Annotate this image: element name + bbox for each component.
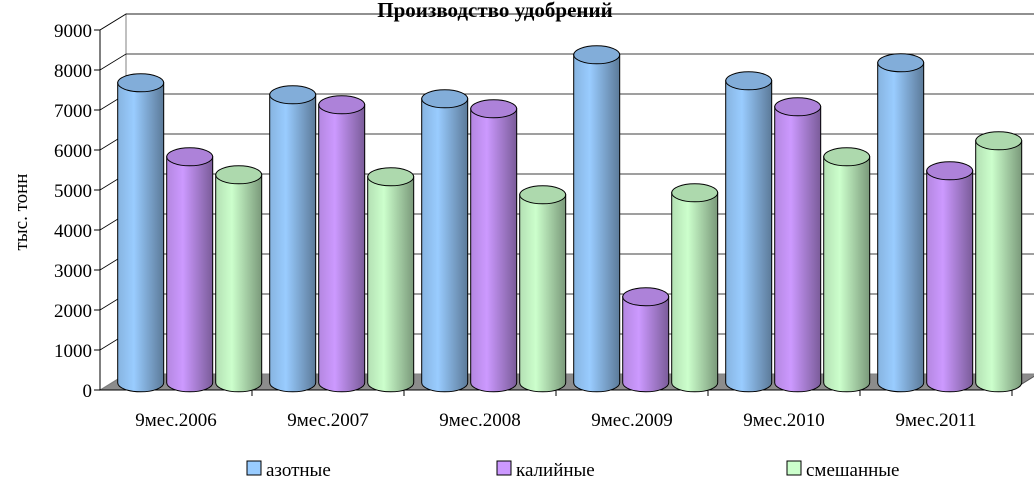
y-tick-label: 6000 xyxy=(54,141,92,162)
bar xyxy=(573,45,621,393)
y-tick-label: 0 xyxy=(83,381,93,402)
bar xyxy=(470,99,518,393)
bar-body xyxy=(215,174,263,393)
legend-item: азотные xyxy=(246,460,331,481)
bar xyxy=(926,161,974,393)
bar xyxy=(117,73,165,393)
x-tick-label: 9мес.2011 xyxy=(896,410,977,431)
x-tick-label: 9мес.2008 xyxy=(439,410,521,431)
y-tick-label: 7000 xyxy=(54,101,92,122)
bar-top xyxy=(269,85,317,105)
bar xyxy=(367,167,415,393)
bar xyxy=(725,71,773,393)
y-axis-label: тыс. тонн xyxy=(11,174,32,251)
bar-body xyxy=(519,194,567,393)
bars xyxy=(117,45,1023,393)
bar xyxy=(823,147,871,393)
bar-body xyxy=(166,156,214,393)
bar-top xyxy=(367,167,415,187)
y-tick-label: 9000 xyxy=(54,21,92,42)
gridline xyxy=(99,53,1034,71)
bar-top xyxy=(877,53,925,73)
bar-top xyxy=(215,165,263,185)
y-tick-label: 8000 xyxy=(54,61,92,82)
x-tick-label: 9мес.2007 xyxy=(287,410,369,431)
labels: 0 1000 2000 3000 4000 5000 6000 7000 8000 9000 9ме… xyxy=(54,21,976,431)
bar xyxy=(774,97,822,393)
bar xyxy=(421,89,469,393)
bar-body xyxy=(774,106,822,393)
bar-top xyxy=(823,147,871,167)
bar-body xyxy=(622,296,670,393)
x-tick-label: 9мес.2006 xyxy=(135,410,217,431)
bar xyxy=(622,287,670,393)
y-tick-label: 3000 xyxy=(54,261,92,282)
bar-top xyxy=(671,183,719,203)
bar xyxy=(269,85,317,393)
bar-top xyxy=(117,73,165,93)
gridline xyxy=(99,13,1034,31)
bar-top xyxy=(470,99,518,119)
bar-top xyxy=(573,45,621,65)
y-tick-label: 5000 xyxy=(54,181,92,202)
bar xyxy=(975,131,1023,393)
legend-label: смешанные xyxy=(806,460,900,481)
bar-body xyxy=(573,54,621,393)
x-tick-label: 9мес.2009 xyxy=(591,410,673,431)
bar xyxy=(166,147,214,393)
bar-top xyxy=(421,89,469,109)
bar-body xyxy=(269,94,317,393)
bar-body xyxy=(725,80,773,393)
legend-item: смешанные xyxy=(786,460,900,481)
bar xyxy=(877,53,925,393)
bar-top xyxy=(519,185,567,205)
legend-label: калийные xyxy=(516,460,595,481)
bar-body xyxy=(367,176,415,393)
bar-top xyxy=(725,71,773,91)
legend-swatch xyxy=(496,460,512,476)
bar-top xyxy=(774,97,822,117)
x-tick-label: 9мес.2010 xyxy=(743,410,825,431)
bar-body xyxy=(671,192,719,393)
legend-swatch xyxy=(786,460,802,476)
legend-item: калийные xyxy=(496,460,595,481)
bar-top xyxy=(926,161,974,181)
bar-body xyxy=(318,104,366,393)
bar-top xyxy=(166,147,214,167)
legend-swatch xyxy=(246,460,262,476)
bar xyxy=(671,183,719,393)
y-tick-label: 1000 xyxy=(54,341,92,362)
y-tick-label: 2000 xyxy=(54,301,92,322)
bar-body xyxy=(975,140,1023,393)
bar-body xyxy=(421,98,469,393)
bar xyxy=(519,185,567,393)
bar-body xyxy=(823,156,871,393)
bar xyxy=(215,165,263,393)
legend: азотные калийные смешанные xyxy=(246,460,900,481)
bar xyxy=(318,95,366,393)
bar-body xyxy=(117,82,165,393)
bar-top xyxy=(318,95,366,115)
bar-top xyxy=(622,287,670,307)
legend-label: азотные xyxy=(266,460,331,481)
bar-body xyxy=(470,108,518,393)
bar-top xyxy=(975,131,1023,151)
chart-title: Производство удобрений xyxy=(377,0,612,22)
bar-body xyxy=(877,62,925,393)
y-tick-label: 4000 xyxy=(54,221,92,242)
bar-body xyxy=(926,170,974,393)
